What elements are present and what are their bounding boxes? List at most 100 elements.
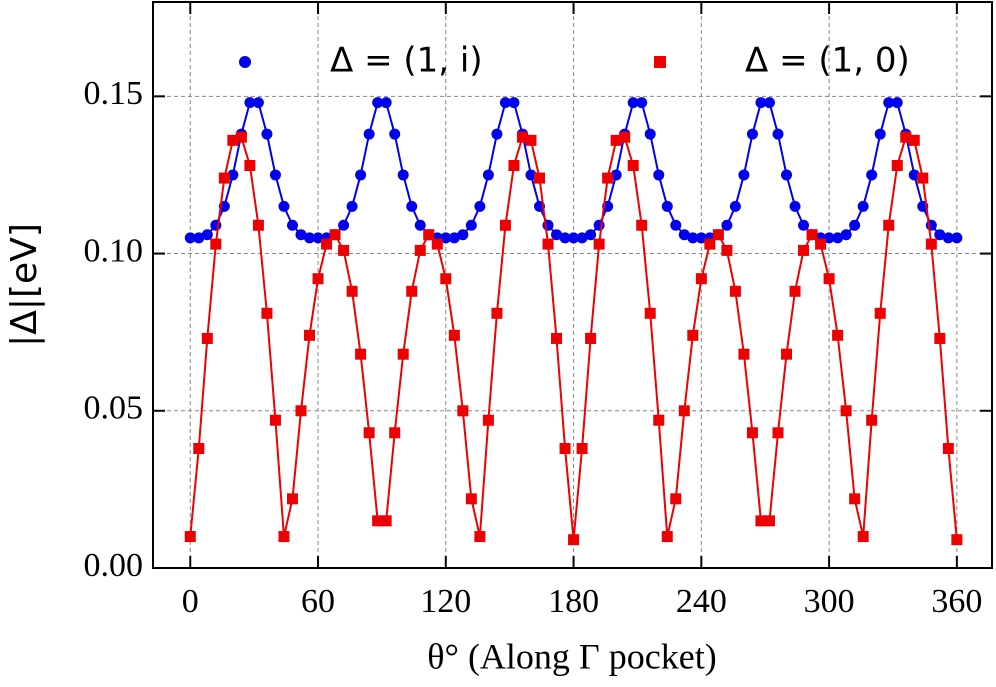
marker bbox=[525, 134, 537, 146]
marker bbox=[508, 97, 520, 109]
marker bbox=[857, 531, 869, 543]
marker bbox=[525, 169, 537, 181]
marker bbox=[687, 329, 699, 341]
marker bbox=[729, 285, 741, 297]
marker bbox=[278, 531, 290, 543]
marker bbox=[363, 128, 375, 140]
marker bbox=[516, 131, 528, 143]
marker bbox=[738, 169, 750, 181]
marker bbox=[286, 493, 298, 505]
x-tick-label: 180 bbox=[548, 583, 599, 620]
marker bbox=[908, 134, 920, 146]
marker bbox=[951, 534, 963, 546]
marker bbox=[568, 232, 580, 244]
marker bbox=[431, 238, 443, 250]
y-tick-label: 0.00 bbox=[84, 547, 144, 584]
marker bbox=[815, 238, 827, 250]
marker bbox=[729, 200, 741, 212]
marker bbox=[661, 200, 673, 212]
marker bbox=[346, 200, 358, 212]
marker bbox=[891, 160, 903, 172]
marker bbox=[201, 229, 213, 241]
marker bbox=[900, 131, 912, 143]
marker bbox=[312, 232, 324, 244]
marker bbox=[678, 229, 690, 241]
marker bbox=[951, 232, 963, 244]
marker bbox=[849, 493, 861, 505]
marker bbox=[627, 160, 639, 172]
marker bbox=[781, 348, 793, 360]
marker bbox=[883, 97, 895, 109]
marker bbox=[210, 238, 222, 250]
marker bbox=[798, 244, 810, 256]
x-tick-label: 300 bbox=[804, 583, 855, 620]
marker bbox=[448, 232, 460, 244]
marker bbox=[934, 332, 946, 344]
marker bbox=[312, 273, 324, 285]
marker bbox=[465, 219, 477, 231]
marker bbox=[406, 285, 418, 297]
marker bbox=[925, 238, 937, 250]
y-tick-label: 0.15 bbox=[84, 75, 144, 112]
marker bbox=[798, 219, 810, 231]
marker bbox=[380, 97, 392, 109]
marker bbox=[832, 232, 844, 244]
marker bbox=[499, 219, 511, 231]
x-axis-label: θ° (Along Γ pocket) bbox=[427, 636, 716, 676]
x-tick-label: 60 bbox=[301, 583, 335, 620]
marker bbox=[763, 97, 775, 109]
marker bbox=[934, 229, 946, 241]
marker bbox=[286, 219, 298, 231]
x-tick-label: 120 bbox=[420, 583, 471, 620]
marker bbox=[789, 200, 801, 212]
marker bbox=[670, 493, 682, 505]
marker bbox=[355, 169, 367, 181]
marker bbox=[602, 172, 614, 184]
marker bbox=[269, 414, 281, 426]
marker bbox=[201, 332, 213, 344]
marker bbox=[721, 244, 733, 256]
x-tick-label: 240 bbox=[676, 583, 727, 620]
marker bbox=[576, 443, 588, 455]
marker bbox=[499, 97, 511, 109]
marker bbox=[414, 219, 426, 231]
marker bbox=[551, 229, 563, 241]
marker bbox=[636, 219, 648, 231]
x-tick-label: 360 bbox=[931, 583, 982, 620]
marker bbox=[840, 405, 852, 417]
marker bbox=[661, 531, 673, 543]
x-tick-label: 0 bbox=[182, 583, 199, 620]
marker bbox=[304, 232, 316, 244]
marker bbox=[832, 329, 844, 341]
marker bbox=[917, 172, 929, 184]
marker bbox=[269, 169, 281, 181]
marker bbox=[440, 273, 452, 285]
marker bbox=[585, 332, 597, 344]
marker bbox=[227, 169, 239, 181]
marker bbox=[440, 232, 452, 244]
marker bbox=[636, 97, 648, 109]
marker bbox=[252, 97, 264, 109]
marker bbox=[678, 405, 690, 417]
legend-marker bbox=[654, 56, 666, 68]
marker bbox=[781, 169, 793, 181]
marker bbox=[704, 238, 716, 250]
marker bbox=[644, 128, 656, 140]
marker bbox=[559, 443, 571, 455]
marker bbox=[559, 232, 571, 244]
marker bbox=[874, 307, 886, 319]
marker bbox=[772, 427, 784, 439]
marker bbox=[908, 169, 920, 181]
marker bbox=[193, 443, 205, 455]
marker bbox=[866, 414, 878, 426]
marker bbox=[457, 405, 469, 417]
marker bbox=[695, 273, 707, 285]
marker bbox=[389, 128, 401, 140]
marker bbox=[235, 131, 247, 143]
marker bbox=[304, 329, 316, 341]
marker bbox=[338, 244, 350, 256]
marker bbox=[721, 219, 733, 231]
y-tick-label: 0.05 bbox=[84, 390, 144, 427]
legend-label: Δ = (1, 0) bbox=[745, 41, 910, 81]
